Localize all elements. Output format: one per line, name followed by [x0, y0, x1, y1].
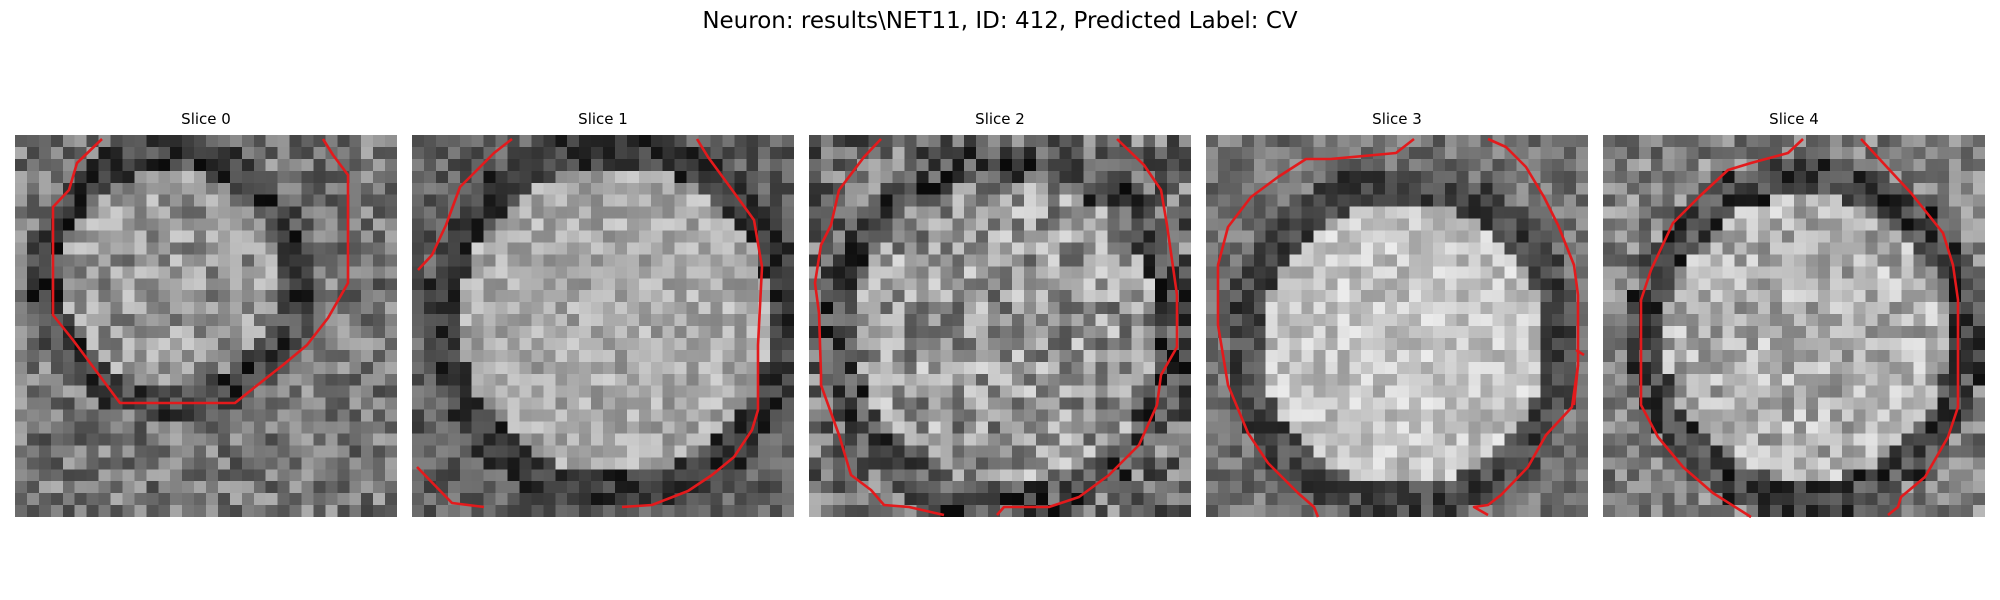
slice-2-panel	[809, 135, 1191, 517]
slice-1-contour	[416, 137, 764, 509]
figure-title: Neuron: results\NET11, ID: 412, Predicte…	[702, 8, 1298, 34]
slice-2-image	[809, 135, 1191, 517]
slice-1-image	[412, 135, 794, 517]
slice-4-image	[1603, 135, 1985, 517]
slice-1-title: Slice 1	[578, 110, 628, 128]
slice-3-panel	[1206, 135, 1588, 518]
slice-2-title: Slice 2	[975, 110, 1025, 128]
slice-0-panel	[15, 135, 397, 517]
slice-3-title: Slice 3	[1372, 110, 1422, 128]
slice-2-contour	[813, 138, 1179, 517]
slice-0-contour	[51, 138, 350, 405]
slice-0-image	[15, 135, 397, 517]
slice-4-panel	[1603, 135, 1985, 519]
slice-1-panel	[412, 135, 794, 517]
slice-4-title: Slice 4	[1769, 110, 1819, 128]
slice-0-title: Slice 0	[181, 110, 231, 128]
slice-3-image	[1206, 135, 1588, 517]
slice-4-contour	[1639, 138, 1960, 519]
slice-3-contour	[1216, 137, 1585, 518]
